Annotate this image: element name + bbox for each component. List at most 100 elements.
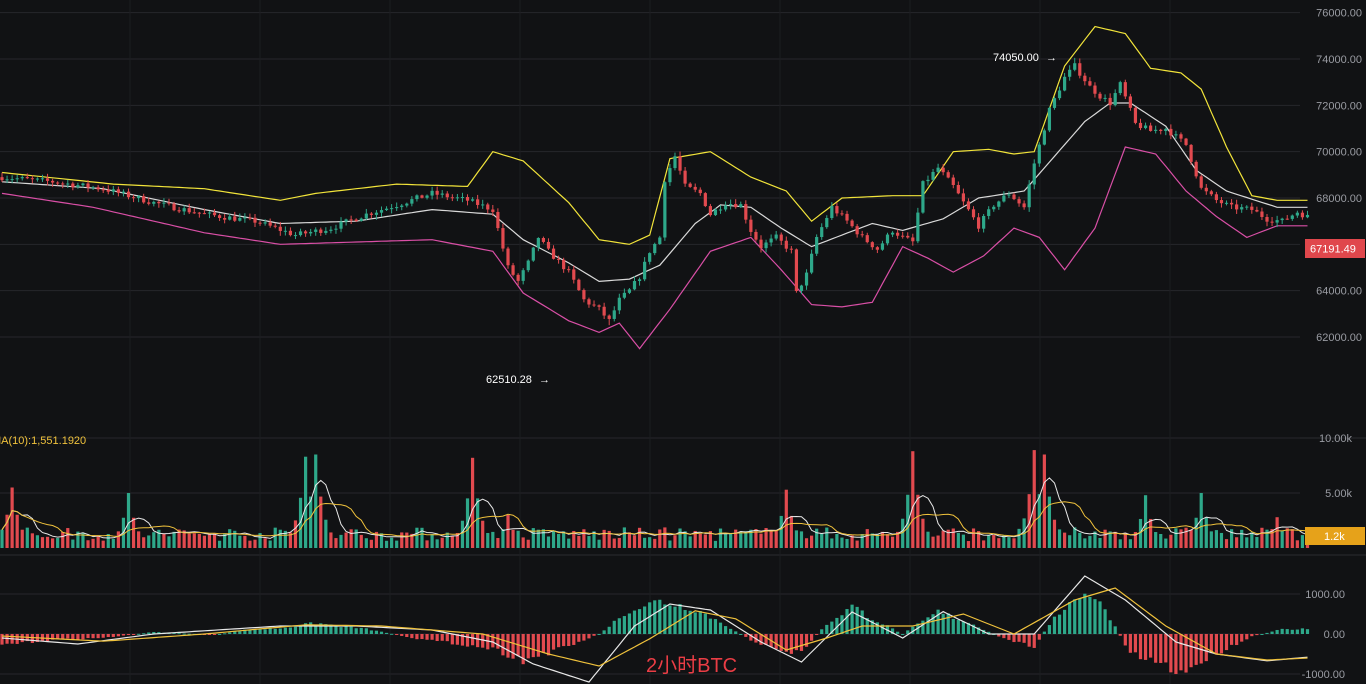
price-candle	[1154, 129, 1158, 131]
price-candle	[486, 204, 490, 210]
price-candle	[870, 242, 874, 248]
price-candle	[40, 178, 45, 180]
macd-bar	[931, 614, 935, 634]
price-candle	[1052, 98, 1057, 108]
volume-bar	[268, 540, 272, 548]
volume-bar	[187, 533, 191, 548]
macd-bar	[1108, 620, 1112, 634]
macd-bar	[76, 634, 80, 640]
macd-bar	[116, 634, 120, 637]
price-candle	[592, 304, 596, 306]
volume-bar	[440, 537, 444, 548]
price-candle	[637, 279, 642, 282]
volume-bar	[557, 534, 561, 548]
macd-bar	[228, 632, 232, 634]
price-candle	[976, 217, 981, 229]
macd-bar	[759, 634, 763, 645]
macd-bar	[344, 625, 348, 634]
price-candle	[384, 208, 389, 211]
price-candle	[1219, 200, 1224, 204]
volume-bar	[779, 515, 783, 548]
macd-bar	[688, 610, 692, 634]
volume-bar	[668, 540, 672, 548]
macd-bar	[1047, 625, 1052, 634]
price-candle	[794, 249, 799, 292]
volume-bar	[177, 529, 181, 548]
price-candle	[228, 216, 232, 220]
macd-bar	[632, 610, 637, 634]
price-candle	[617, 297, 621, 311]
macd-bar	[1032, 634, 1036, 648]
volume-bar	[425, 540, 429, 548]
macd-bar	[142, 633, 146, 635]
price-candle	[901, 235, 905, 237]
volume-bar	[142, 537, 146, 548]
macd-bar	[314, 624, 318, 634]
price-candle	[415, 195, 419, 200]
volume-bar	[627, 532, 632, 548]
volume-bar	[66, 528, 70, 548]
volume-bar	[926, 531, 930, 548]
price-candle	[511, 265, 515, 275]
macd-bar	[1245, 634, 1249, 640]
volume-bar	[653, 538, 657, 548]
price-candle	[217, 215, 222, 218]
volume-bar	[420, 527, 424, 548]
price-candle	[314, 229, 318, 232]
macd-bar	[511, 634, 515, 659]
macd-bar	[678, 604, 682, 634]
price-candle	[1224, 202, 1229, 204]
price-candle	[293, 235, 298, 237]
macd-bar	[1270, 631, 1274, 634]
volume-bar	[971, 528, 976, 548]
price-candle	[1078, 63, 1082, 76]
macd-bar	[1295, 629, 1299, 634]
macd-bar	[936, 609, 940, 634]
volume-bar	[992, 535, 996, 548]
macd-bar	[1265, 632, 1269, 634]
price-candle	[966, 201, 971, 210]
macd-bar	[1057, 614, 1062, 634]
volume-bar	[435, 539, 439, 548]
macd-bar	[941, 613, 945, 634]
volume-bar	[1204, 517, 1208, 548]
volume-bar	[1275, 517, 1279, 548]
volume-bar	[131, 517, 136, 548]
volume-bar	[1159, 533, 1163, 548]
macd-bar	[1184, 634, 1188, 673]
volume-bar	[1224, 539, 1229, 548]
price-candle	[390, 208, 394, 210]
macd-bar	[298, 625, 303, 634]
macd-bar	[1179, 634, 1183, 671]
macd-bar	[1219, 634, 1224, 654]
price-candle	[916, 212, 920, 242]
macd-bar	[749, 634, 753, 641]
price-candle	[1159, 129, 1163, 132]
macd-bar	[577, 634, 581, 642]
macd-bar	[91, 634, 95, 639]
volume-bar	[1093, 531, 1097, 548]
macd-bar	[1305, 629, 1310, 634]
macd-bar	[263, 629, 267, 634]
macd-bar	[304, 623, 308, 634]
macd-bar	[637, 609, 642, 634]
volume-bar	[1063, 532, 1067, 548]
price-candle	[76, 185, 80, 188]
macd-bar	[1128, 634, 1132, 653]
volume-bar	[789, 515, 793, 548]
volume-bar	[1179, 529, 1183, 548]
price-candle	[66, 183, 70, 185]
volume-bar	[309, 496, 313, 548]
price-candle	[653, 243, 657, 254]
macd-bar	[450, 634, 454, 645]
volume-bar	[1189, 530, 1193, 548]
volume-bar	[192, 533, 196, 548]
volume-bar	[400, 532, 404, 548]
volume-bar	[551, 530, 556, 548]
macd-bar	[390, 633, 394, 635]
volume-bar	[531, 528, 535, 548]
macd-bar	[293, 626, 298, 634]
macd-bar	[668, 605, 672, 634]
